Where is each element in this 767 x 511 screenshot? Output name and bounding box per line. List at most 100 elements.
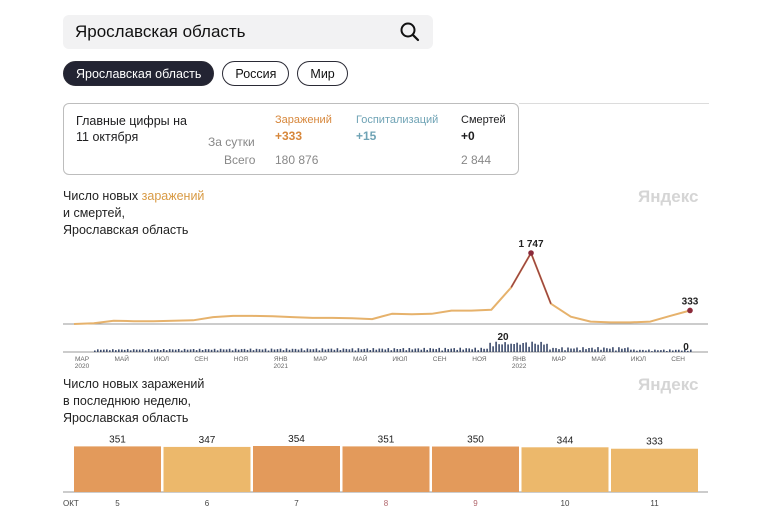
deaths-bar (453, 348, 455, 352)
hospital-day: +15 (356, 129, 377, 143)
deaths-bar (537, 344, 539, 352)
stats-divider (519, 103, 709, 104)
chip-world[interactable]: Мир (297, 61, 348, 86)
chip-russia[interactable]: Россия (222, 61, 290, 86)
deaths-bar (492, 346, 494, 352)
deaths-bar (112, 349, 114, 352)
deaths-bar (486, 348, 488, 352)
deaths-bar (459, 347, 461, 352)
deaths-bar (336, 348, 339, 352)
deaths-bar (570, 348, 572, 352)
deaths-bar (118, 349, 120, 352)
deaths-bar (345, 348, 348, 352)
deaths-bar (591, 347, 593, 352)
deaths-bar (675, 349, 677, 352)
deaths-bar (687, 350, 689, 352)
deaths-bar (366, 348, 369, 352)
deaths-bar (666, 351, 668, 352)
x-tick-label: МАР (75, 356, 89, 363)
deaths-bar (462, 349, 464, 352)
search-input[interactable]: Ярославская область (63, 15, 433, 49)
deaths-bar (97, 349, 99, 352)
x-tick-label: 10 (561, 499, 570, 508)
deaths-bar (642, 349, 644, 352)
x-tick-label: 11 (650, 499, 659, 508)
deaths-bar (423, 347, 425, 352)
deaths-bar (243, 348, 246, 352)
deaths-bar (606, 348, 608, 352)
deaths-bar (195, 350, 198, 352)
deaths-bar (624, 348, 626, 352)
deaths-bar (549, 349, 551, 352)
deaths-bar (615, 350, 617, 352)
deaths-bar (147, 349, 150, 352)
deaths-bar (609, 348, 611, 352)
deaths-bar (198, 348, 201, 352)
deaths-bar (510, 343, 512, 352)
deaths-bar (171, 349, 174, 352)
bar-value-label: 354 (288, 434, 305, 445)
x-tick-label: МАР (313, 356, 327, 363)
chart1-title-line2: и смертей, (63, 206, 125, 220)
deaths-bar (204, 349, 207, 352)
deaths-bar (276, 349, 279, 352)
deaths-bar (321, 348, 324, 352)
search-icon[interactable] (399, 21, 421, 43)
deaths-bar (327, 348, 330, 352)
deaths-bar (672, 350, 674, 352)
deaths-bar (162, 349, 165, 352)
chip-yaroslavl-region[interactable]: Ярославская область (63, 61, 215, 86)
deaths-bar (109, 350, 111, 352)
x-tick-label: СЕН (671, 356, 685, 363)
region-chips: Ярославская область Россия Мир (63, 61, 348, 86)
bar-value-label: 344 (557, 435, 574, 446)
deaths-bar (141, 349, 144, 352)
stats-heading-line1: Главные цифры на (76, 114, 187, 128)
deaths-bar (480, 347, 482, 352)
deaths-bar (306, 348, 309, 352)
deaths-bar (603, 347, 605, 352)
deaths-bar (573, 348, 575, 352)
deaths-total: 2 844 (461, 153, 492, 167)
deaths-bar (552, 347, 554, 352)
deaths-bar (438, 347, 440, 352)
deaths-bar (180, 350, 183, 352)
x-tick-year: 2021 (273, 363, 288, 370)
deaths-bar (174, 349, 177, 352)
deaths-bar (633, 349, 635, 352)
deaths-bar (372, 348, 375, 352)
x-tick-label: ЯНВ (512, 356, 526, 363)
chart2-title-line1: Число новых заражений (63, 377, 205, 391)
deaths-bar (456, 349, 458, 352)
x-tick-year: 2020 (75, 363, 90, 370)
deaths-bar (291, 348, 294, 352)
deaths-bar (219, 348, 222, 352)
deaths-bar (597, 347, 599, 352)
deaths-bar (588, 348, 590, 352)
deaths-bar (252, 350, 255, 352)
bar-value-label: 351 (109, 434, 126, 445)
chart1-title-highlight: заражений (141, 189, 205, 203)
deaths-bar (405, 350, 408, 352)
bar-value-label: 347 (199, 435, 216, 446)
deaths-bar (123, 349, 126, 352)
deaths-bar (210, 349, 213, 352)
deaths-bar (429, 348, 431, 352)
deaths-bar (495, 341, 497, 352)
stats-row-total-label: Всего (224, 153, 256, 167)
deaths-bar (237, 349, 240, 352)
deaths-bar (600, 349, 602, 352)
deaths-bar (375, 349, 378, 352)
deaths-bar (360, 349, 363, 352)
deaths-bar (100, 349, 102, 352)
deaths-bar (342, 348, 345, 352)
deaths-bar (255, 348, 258, 352)
deaths-bar (657, 350, 659, 352)
deaths-bar (222, 349, 225, 352)
deaths-bar (567, 347, 569, 352)
deaths-bar (153, 349, 156, 352)
deaths-bar (681, 350, 683, 352)
deaths-bar (348, 349, 351, 352)
x-tick-label: МАЙ (115, 354, 130, 363)
deaths-bar (333, 349, 336, 352)
